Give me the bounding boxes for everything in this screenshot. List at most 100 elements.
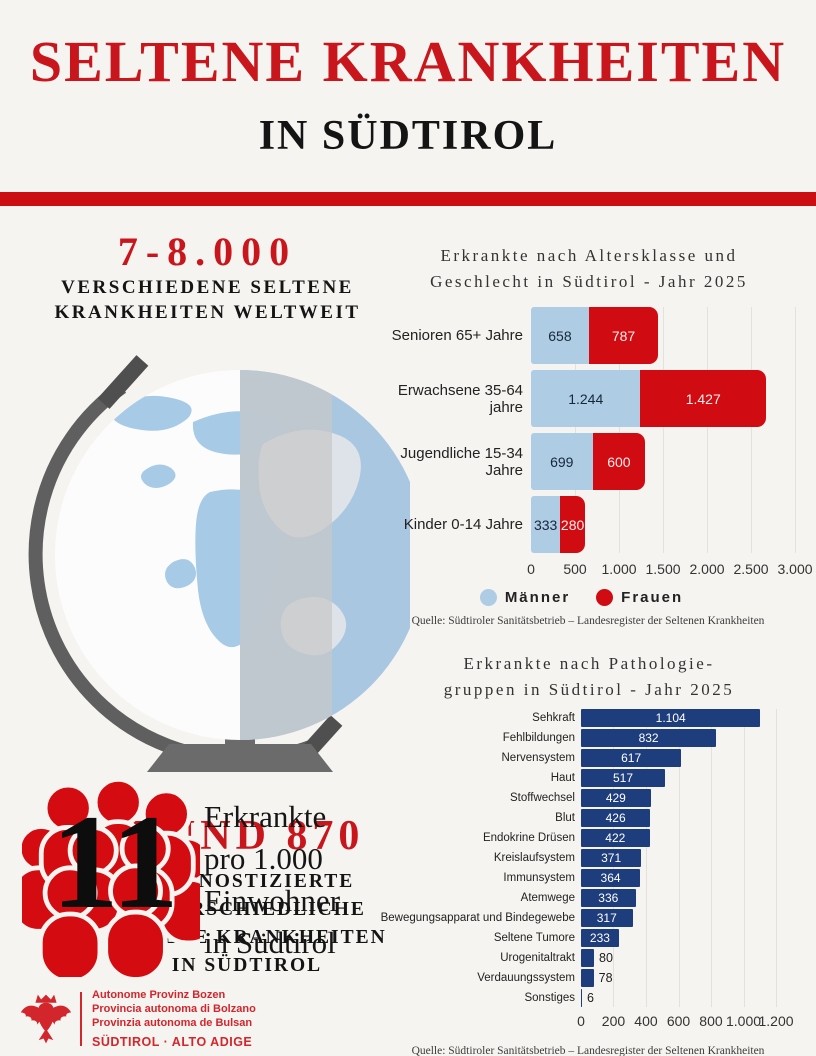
crowd-illustration: 11 [9,775,219,984]
pathology-bar: 364 [581,869,641,887]
women-bar-segment: 280 [560,496,585,553]
worldwide-stat-line1: VERSCHIEDENE SELTENE [61,277,354,298]
women-bar-segment: 1.427 [640,370,767,427]
globe-illustration: RUND 870 DIAGNOSTIZIERTE UNTERSCHIEDLICH… [25,352,425,976]
pathology-value: 80 [599,951,613,965]
pathology-value: 422 [605,831,626,845]
gridline [710,709,712,1007]
pathology-bar [581,969,594,987]
age-chart-plot: Senioren 65+ Jahre 658 787 Erwachsene 35-64… [368,307,796,553]
age-chart-title-line2: Geschlecht in Südtirol - Jahr 2025 [430,272,748,291]
pathology-bar-track: 80 [581,949,776,967]
gridline [575,307,576,553]
gridline [619,307,620,553]
men-bar-segment: 333 [531,496,561,553]
age-chart-bar: 1.244 1.427 [531,370,795,427]
x-tick-label: 400 [634,1013,658,1029]
divider-bar [0,192,816,206]
x-tick-label: 0 [577,1013,585,1029]
pathology-value: 832 [638,731,659,745]
pathology-bar: 426 [581,809,651,827]
pathology-bar: 336 [581,889,636,907]
pathology-bar-track: 6 [581,989,776,1007]
worldwide-stat-number: 7-8.000 [117,229,298,274]
gridline [707,307,708,553]
pathology-chart-row: Stoffwechsel 429 [368,789,776,807]
pathology-value: 6 [587,991,594,1005]
gridline [795,307,796,553]
pathology-bar-track: 371 [581,849,776,867]
pathology-category-label: Haut [550,772,575,784]
pathology-value: 78 [598,971,613,985]
x-tick-label: 500 [563,561,587,577]
pathology-chart-x-axis: 0 200 400 600 800 1.000 1.200 [577,1011,793,1031]
age-chart-legend: Männer Frauen [368,589,795,606]
pathology-bar [581,989,582,1007]
rate-text: Erkrankte pro 1.000 Einwohner in Südtiro… [204,796,399,964]
pathology-bar-track: 422 [581,829,776,847]
x-tick-label: 1.500 [645,561,681,577]
pathology-category-label: Atemwege [520,892,575,904]
age-chart-row: Senioren 65+ Jahre 658 787 [368,307,795,364]
pathology-category-label: Sehkraft [532,712,575,724]
logo-line3: Provinzia autonoma de Bulsan [92,1017,253,1029]
gridline [663,307,664,553]
men-value: 658 [548,327,572,344]
province-logo: Autonome Provinz Bozen Provincia autonom… [20,988,256,1049]
pathology-category-label: Immunsystem [503,872,575,884]
legend-swatch [596,589,614,606]
age-chart-bar: 658 787 [531,307,795,364]
pathology-bar: 233 [581,929,619,947]
x-tick-label: 0 [527,561,535,577]
pathology-chart-row: Sonstiges 6 [368,989,776,1007]
pathology-chart-row: Nervensystem 617 [368,749,776,767]
age-chart-x-axis: 0 500 1.000 1.500 2.000 2.500 3.000 [527,559,812,579]
pathology-value: 617 [621,751,642,765]
pathology-chart-row: Immunsystem 364 [368,869,776,887]
pathology-category-label: Kreislaufsystem [493,852,575,864]
age-chart-bar: 699 600 [531,433,795,490]
men-value: 1.244 [568,390,604,407]
pathology-bar: 371 [581,849,642,867]
legend-label: Frauen [621,589,684,606]
pathology-chart-title-line2: gruppen in Südtirol - Jahr 2025 [443,680,735,699]
age-chart-bar: 333 280 [531,496,795,553]
pathology-bar-track: 617 [581,749,776,767]
women-value: 1.427 [685,390,721,407]
charts-column: Erkrankte nach Altersklasse und Geschlec… [368,243,813,1056]
globe-icon [28,355,425,772]
women-value: 280 [560,516,585,533]
pathology-category-label: Sonstiges [524,992,575,1004]
eagle-logo-icon [20,994,72,1043]
pathology-category-label: Stoffwechsel [510,792,575,804]
pathology-bar-track: 78 [581,969,776,987]
pathology-chart-row: Endokrine Drüsen 422 [368,829,776,847]
pathology-value: 364 [600,871,621,885]
pathology-bar-track: 1.104 [581,709,776,727]
age-chart-source: Quelle: Südtiroler Sanitätsbetrieb – Lan… [411,615,765,627]
gridline [751,307,752,553]
age-chart-category-label: Kinder 0-14 Jahre [403,516,523,533]
men-value: 699 [550,453,574,470]
logo-line2: Provincia autonoma di Bolzano [92,1003,256,1015]
x-tick-label: 800 [699,1013,723,1029]
pathology-chart-row: Sehkraft 1.104 [368,709,776,727]
pathology-chart-plot: Sehkraft 1.104 Fehlbildungen 832 Nervensyste… [368,709,777,1007]
gridline [776,709,777,1007]
x-tick-label: 600 [666,1013,691,1029]
rate-number: 11 [51,788,179,937]
x-tick-label: 3.000 [777,561,813,577]
pathology-bar: 1.104 [581,709,761,727]
x-tick-label: 2.500 [733,561,769,577]
pathology-bar: 422 [581,829,650,847]
pathology-bar: 832 [581,729,717,747]
x-tick-label: 1.200 [758,1013,794,1029]
gridline [678,709,680,1007]
pathology-category-label: Nervensystem [501,752,576,764]
pathology-category-label: Fehlbildungen [502,732,575,744]
age-chart-category-label: Jugendliche 15-34 Jahre [400,444,523,479]
pathology-value: 371 [601,851,622,865]
pathology-value: 336 [598,891,619,905]
legend-item: Männer [479,589,570,606]
x-tick-label: 2.000 [689,561,725,577]
